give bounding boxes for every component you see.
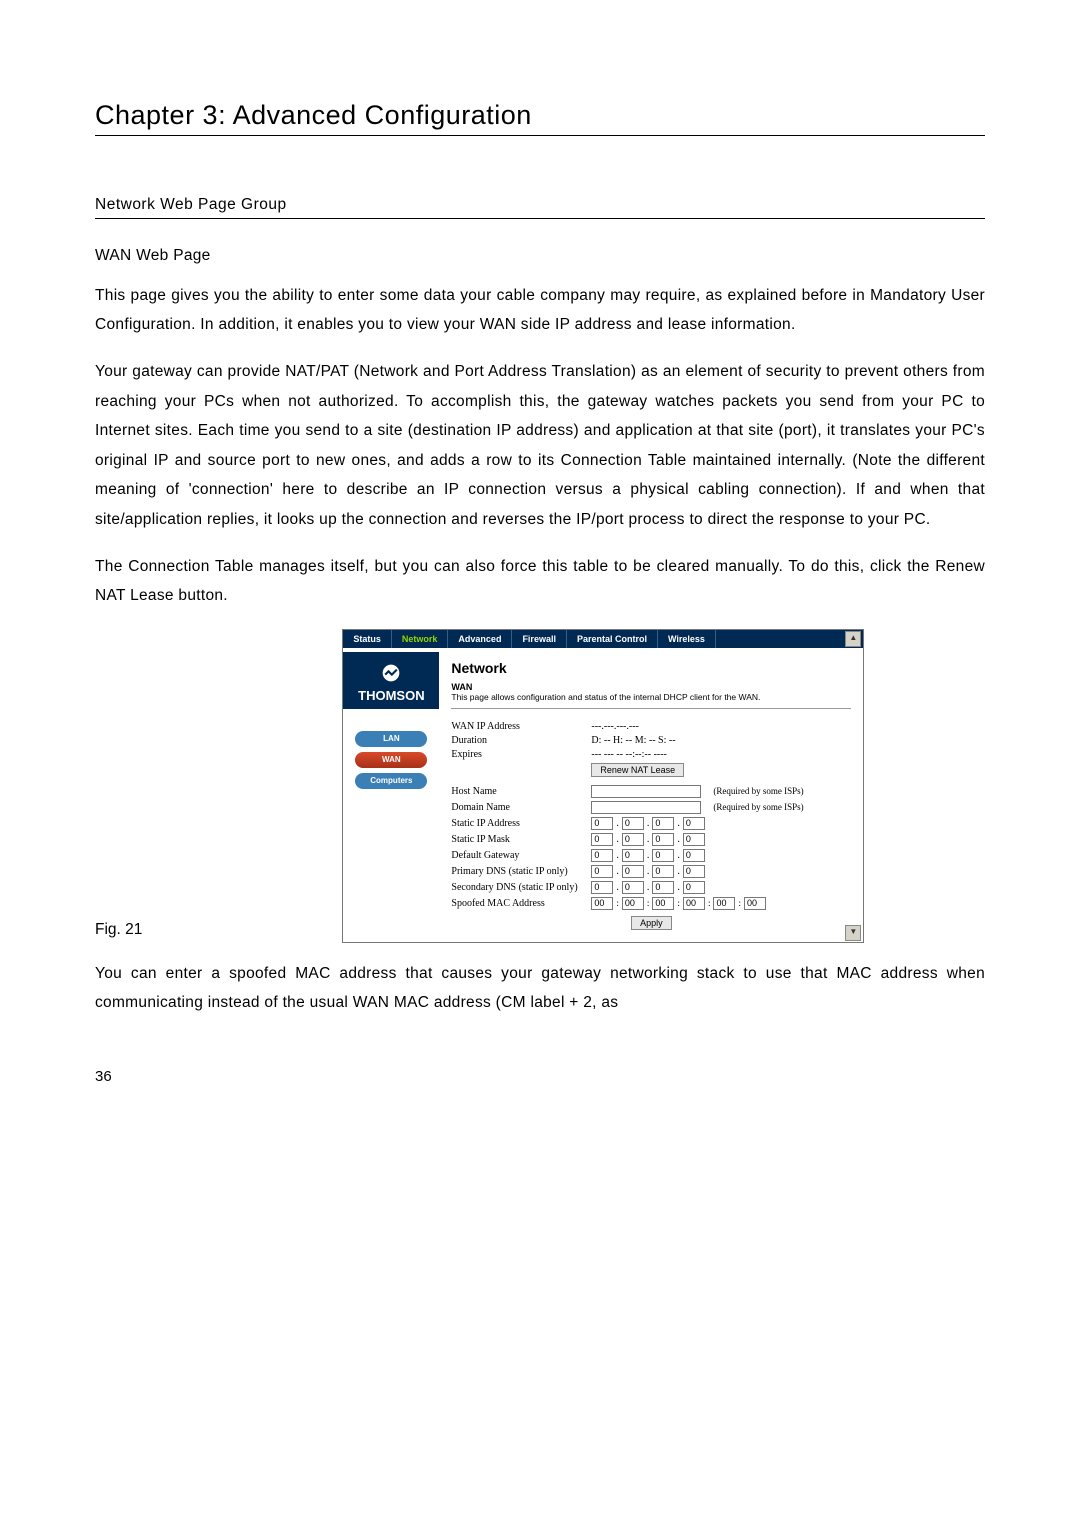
paragraph-1: This page gives you the ability to enter…: [95, 281, 985, 340]
domain-name-hint: (Required by some ISPs): [713, 802, 803, 812]
sidebar-item-computers[interactable]: Computers: [355, 773, 427, 789]
static-mask-label: Static IP Mask: [451, 834, 591, 845]
section-heading: Network Web Page Group: [95, 196, 985, 219]
gateway-inputs: . . .: [591, 849, 851, 862]
paragraph-2: Your gateway can provide NAT/PAT (Networ…: [95, 357, 985, 534]
static-ip-inputs: . . .: [591, 817, 851, 830]
ip-octet-input[interactable]: [652, 865, 674, 878]
ip-octet-input[interactable]: [683, 817, 705, 830]
panel-description: This page allows configuration and statu…: [451, 692, 851, 702]
secondary-dns-inputs: . . .: [591, 881, 851, 894]
sub-heading: WAN Web Page: [95, 247, 985, 265]
tab-wireless[interactable]: Wireless: [658, 630, 716, 648]
domain-name-input[interactable]: [591, 801, 701, 814]
scroll-up-icon[interactable]: ▲: [845, 631, 861, 647]
tab-status[interactable]: Status: [343, 630, 392, 648]
ip-octet-input[interactable]: [622, 865, 644, 878]
right-column: Network WAN This page allows configurati…: [439, 648, 863, 942]
static-mask-inputs: . . .: [591, 833, 851, 846]
paragraph-4: You can enter a spoofed MAC address that…: [95, 959, 985, 1018]
ip-octet-input[interactable]: [591, 833, 613, 846]
static-ip-label: Static IP Address: [451, 818, 591, 829]
ip-octet-input[interactable]: [683, 865, 705, 878]
mac-octet-input[interactable]: [622, 897, 644, 910]
top-tabs: Status Network Advanced Firewall Parenta…: [343, 630, 863, 648]
tab-firewall[interactable]: Firewall: [512, 630, 567, 648]
brand-block: THOMSON: [343, 652, 439, 709]
ip-octet-input[interactable]: [622, 833, 644, 846]
mac-octet-input[interactable]: [652, 897, 674, 910]
domain-name-label: Domain Name: [451, 802, 591, 813]
spoofed-mac-inputs: : : : : :: [591, 897, 851, 910]
gateway-label: Default Gateway: [451, 850, 591, 861]
page-number: 36: [95, 1068, 985, 1085]
ip-octet-input[interactable]: [622, 881, 644, 894]
tab-advanced[interactable]: Advanced: [448, 630, 512, 648]
screenshot-wan-page: ▲ ▼ Status Network Advanced Firewall Par…: [342, 629, 864, 943]
mac-octet-input[interactable]: [591, 897, 613, 910]
ip-octet-input[interactable]: [683, 833, 705, 846]
expires-value: --- --- -- --:--:-- ----: [591, 749, 851, 760]
host-name-input[interactable]: [591, 785, 701, 798]
mac-octet-input[interactable]: [713, 897, 735, 910]
tab-parental[interactable]: Parental Control: [567, 630, 658, 648]
host-name-label: Host Name: [451, 786, 591, 797]
ip-octet-input[interactable]: [652, 817, 674, 830]
tab-network[interactable]: Network: [392, 630, 449, 648]
ip-octet-input[interactable]: [652, 833, 674, 846]
ip-octet-input[interactable]: [622, 849, 644, 862]
duration-label: Duration: [451, 735, 591, 746]
mac-octet-input[interactable]: [683, 897, 705, 910]
chapter-title: Chapter 3: Advanced Configuration: [95, 100, 985, 136]
divider: [451, 708, 851, 709]
brand-logo-icon: [343, 658, 439, 688]
wan-ip-label: WAN IP Address: [451, 721, 591, 732]
left-column: THOMSON LAN WAN Computers: [343, 648, 439, 942]
brand-text: THOMSON: [343, 688, 439, 703]
panel-title: Network: [451, 660, 851, 676]
wan-ip-value: ---.---.---.---: [591, 721, 851, 732]
figure-label: Fig. 21: [95, 921, 142, 943]
expires-label: Expires: [451, 749, 591, 760]
scroll-down-icon[interactable]: ▼: [845, 925, 861, 941]
ip-octet-input[interactable]: [683, 881, 705, 894]
paragraph-3: The Connection Table manages itself, but…: [95, 552, 985, 611]
ip-octet-input[interactable]: [652, 849, 674, 862]
spoofed-mac-label: Spoofed MAC Address: [451, 898, 591, 909]
ip-octet-input[interactable]: [591, 865, 613, 878]
primary-dns-label: Primary DNS (static IP only): [451, 866, 591, 877]
primary-dns-inputs: . . .: [591, 865, 851, 878]
ip-octet-input[interactable]: [622, 817, 644, 830]
host-name-hint: (Required by some ISPs): [713, 786, 803, 796]
renew-nat-button[interactable]: Renew NAT Lease: [591, 763, 684, 777]
ip-octet-input[interactable]: [591, 817, 613, 830]
apply-button[interactable]: Apply: [631, 916, 672, 930]
ip-octet-input[interactable]: [591, 849, 613, 862]
panel-subtitle: WAN: [451, 682, 851, 692]
secondary-dns-label: Secondary DNS (static IP only): [451, 882, 591, 893]
ip-octet-input[interactable]: [591, 881, 613, 894]
sidebar-item-lan[interactable]: LAN: [355, 731, 427, 747]
duration-value: D: -- H: -- M: -- S: --: [591, 735, 851, 746]
ip-octet-input[interactable]: [683, 849, 705, 862]
sidebar-item-wan[interactable]: WAN: [355, 752, 427, 768]
ip-octet-input[interactable]: [652, 881, 674, 894]
mac-octet-input[interactable]: [744, 897, 766, 910]
